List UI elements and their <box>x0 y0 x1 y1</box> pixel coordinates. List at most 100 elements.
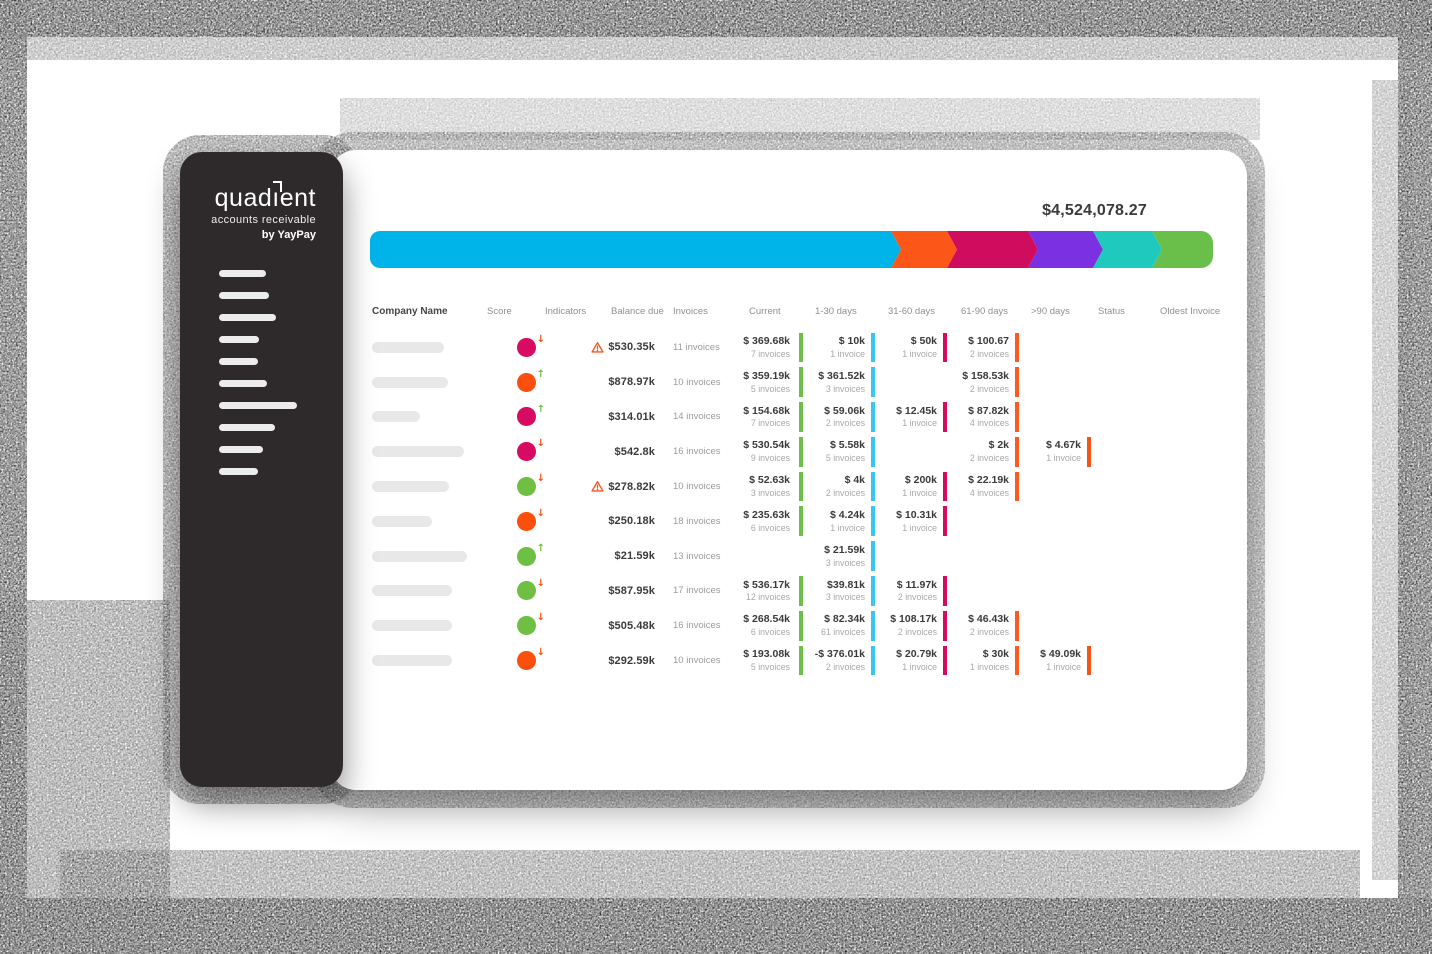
aging-cell-d90 <box>947 539 1019 574</box>
company-name-cell <box>372 469 487 504</box>
table-row[interactable]: ↓ $292.59k 10 invoices $ 193.08k 5 invoices -… <box>372 643 1247 678</box>
aging-summary-segment[interactable] <box>1093 231 1162 268</box>
company-name-skeleton <box>372 446 464 458</box>
aging-cell-current: $ 530.54k 9 invoices <box>735 434 803 469</box>
oldest-invoice-cell <box>1153 365 1247 400</box>
balance-due-value: $21.59k <box>614 550 655 563</box>
aging-cell-d90p <box>1019 330 1091 365</box>
indicators-cell <box>545 574 611 609</box>
invoice-count-cell: 10 invoices <box>673 376 721 388</box>
score-indicator <box>517 511 536 531</box>
aging-cell-d30: $ 5.58k 5 invoices <box>803 434 875 469</box>
balance-due-cell: $505.48k <box>608 608 655 643</box>
aging-invoice-count: 5 invoices <box>825 453 865 464</box>
table-row[interactable]: ↓ $587.95k 17 invoices $ 536.17k 12 invoices… <box>372 574 1247 609</box>
aging-cell-d30: $ 4.24k 1 invoice <box>803 504 875 539</box>
invoice-count-cell: 13 invoices <box>673 550 721 562</box>
aging-value: $ 50k <box>910 335 937 348</box>
column-header: 1-30 days <box>815 305 857 317</box>
table-rows: ↓ $530.35k 11 invoices $ 369.68k 7 invoices $… <box>372 330 1247 678</box>
table-row[interactable]: ↓ $250.18k 18 invoices $ 235.63k 6 invoices $… <box>372 504 1247 539</box>
nav-item-skeleton <box>219 336 259 343</box>
trend-arrow-down-icon: ↓ <box>536 577 545 589</box>
company-name-cell <box>372 365 487 400</box>
aging-value: -$ 376.01k <box>814 648 865 661</box>
aging-cell-d60 <box>875 539 947 574</box>
warning-icon-wrap <box>591 480 604 493</box>
oldest-invoice-cell <box>1153 400 1247 435</box>
score-indicator <box>517 372 536 392</box>
aging-cell-current <box>735 539 803 574</box>
aging-cell-d90: $ 2k 2 invoices <box>947 434 1019 469</box>
aging-summary-segment[interactable] <box>1028 231 1103 268</box>
aging-invoice-count: 1 invoices <box>969 661 1009 672</box>
column-header: >90 days <box>1031 305 1070 317</box>
invoice-count-cell: 11 invoices <box>673 341 720 353</box>
nav-item-skeleton <box>219 270 266 277</box>
aging-value: $ 359.19k <box>743 369 790 382</box>
trend-arrow-up-icon: ↑ <box>536 368 545 380</box>
aging-summary-segment[interactable] <box>370 231 901 268</box>
trend-arrow-down-icon: ↓ <box>536 334 545 345</box>
balance-due-cell: $530.35k <box>591 330 655 365</box>
table-row[interactable]: ↓ $530.35k 11 invoices $ 369.68k 7 invoices $… <box>372 330 1247 365</box>
column-header: 61-90 days <box>961 305 1009 317</box>
score-cell: ↓ <box>487 608 545 643</box>
table-row[interactable]: ↓ $505.48k 16 invoices $ 268.54k 6 invoices $… <box>372 608 1247 643</box>
aging-cell-d30: -$ 376.01k 2 invoices <box>803 643 875 678</box>
trend-arrow-down-icon: ↓ <box>536 507 545 519</box>
company-name-skeleton <box>372 585 452 597</box>
brand-byline: by YayPay <box>261 229 316 241</box>
aging-value: $ 108.17k <box>890 613 937 626</box>
sidebar: quadıent accounts receivable by YayPay <box>180 152 343 787</box>
aging-color-bar <box>1087 645 1091 676</box>
nav-item-skeleton <box>219 292 269 299</box>
oldest-invoice-cell <box>1153 504 1247 539</box>
indicators-cell <box>545 434 611 469</box>
column-header: Company Name <box>372 305 448 317</box>
score-indicator <box>517 546 536 566</box>
warning-icon-wrap <box>591 341 604 354</box>
indicators-cell <box>545 608 611 643</box>
aging-cell-d90: $ 87.82k 4 invoices <box>947 400 1019 435</box>
balance-due-value: $292.59k <box>608 654 655 667</box>
table-row[interactable]: ↑ $314.01k 14 invoices $ 154.68k 7 invoices $… <box>372 400 1247 435</box>
balance-due-value: $314.01k <box>608 410 655 423</box>
trend-arrow-down-icon: ↓ <box>536 438 545 450</box>
warning-icon <box>591 341 604 353</box>
aging-cell-d60: $ 50k 1 invoice <box>875 330 947 365</box>
score-cell: ↑ <box>487 539 545 574</box>
aging-cell-d90: $ 30k 1 invoices <box>947 643 1019 678</box>
status-cell <box>1091 469 1153 504</box>
aging-cell-d30: $ 361.52k 3 invoices <box>803 365 875 400</box>
aging-cell-d90p: $ 4.67k 1 invoice <box>1019 434 1091 469</box>
aging-value: $ 21.59k <box>824 543 865 556</box>
table-row[interactable]: ↑ $21.59k 13 invoices $ 21.59k 3 invoices <box>372 539 1247 574</box>
aging-summary-segment[interactable] <box>947 231 1038 268</box>
aging-cell-current: $ 193.08k 5 invoices <box>735 643 803 678</box>
score-cell: ↓ <box>487 574 545 609</box>
oldest-invoice-cell <box>1153 608 1247 643</box>
aging-cell-d90: $ 46.43k 2 invoices <box>947 608 1019 643</box>
indicators-cell <box>545 539 611 574</box>
score-indicator <box>517 407 536 427</box>
company-name-skeleton <box>372 515 432 527</box>
table-row[interactable]: ↓ $542.8k 16 invoices $ 530.54k 9 invoices $ … <box>372 434 1247 469</box>
aging-invoice-count: 3 invoices <box>825 557 865 568</box>
aging-invoice-count: 2 invoices <box>969 453 1009 464</box>
score-cell: ↓ <box>487 434 545 469</box>
aging-value: $ 2k <box>988 439 1009 452</box>
status-cell <box>1091 608 1153 643</box>
aging-value: $ 10k <box>838 335 865 348</box>
aging-cell-current: $ 369.68k 7 invoices <box>735 330 803 365</box>
score-indicator <box>517 442 536 462</box>
aging-invoice-count: 6 invoices <box>750 522 790 533</box>
aging-value: $ 361.52k <box>818 369 865 382</box>
balance-due-cell: $292.59k <box>608 643 655 678</box>
table-row[interactable]: ↓ $278.82k 10 invoices $ 52.63k 3 invoices $ … <box>372 469 1247 504</box>
table-row[interactable]: ↑ $878.97k 10 invoices $ 359.19k 5 invoices $… <box>372 365 1247 400</box>
aging-cell-d60: $ 20.79k 1 invoice <box>875 643 947 678</box>
aging-value: $ 536.17k <box>743 578 790 591</box>
company-name-cell <box>372 539 487 574</box>
company-name-skeleton <box>372 550 467 562</box>
